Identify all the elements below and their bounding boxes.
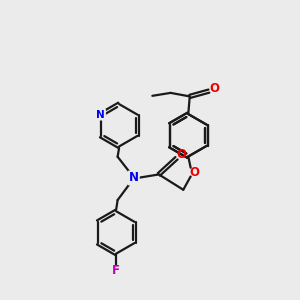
Text: O: O xyxy=(189,167,199,179)
Text: O: O xyxy=(209,82,219,95)
Text: N: N xyxy=(96,110,105,120)
Text: F: F xyxy=(112,264,120,277)
Text: N: N xyxy=(129,172,139,184)
Text: O: O xyxy=(176,148,186,161)
